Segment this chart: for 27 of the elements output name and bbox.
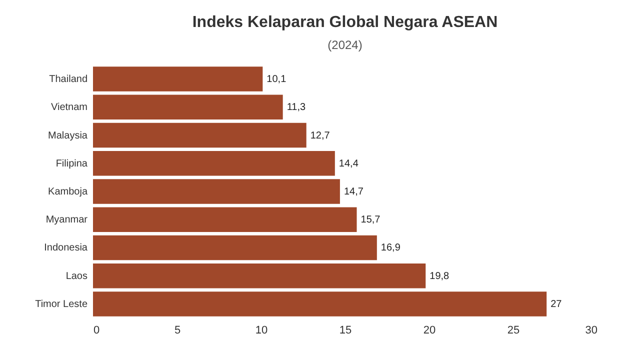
y-tick-label: Filipina [56,158,88,170]
data-label: 15,7 [360,214,381,226]
chart-title: Indeks Kelaparan Global Negara ASEAN [192,14,498,31]
x-tick-label: 15 [339,324,352,336]
data-label: 16,9 [380,242,401,254]
data-label: 11,3 [286,102,306,114]
data-label: 14,4 [338,158,359,170]
y-tick-label: Timor Leste [35,298,88,310]
data-label: 10,1 [266,74,287,86]
y-tick-label: Kamboja [48,186,88,198]
x-tick-label: 10 [255,324,268,336]
data-label: 27 [550,298,562,310]
data-label: 12,7 [310,130,330,142]
data-label: 14,7 [344,186,364,198]
y-tick-label: Myanmar [46,214,88,226]
y-tick-label: Thailand [49,74,88,86]
x-tick-label: 25 [507,324,520,336]
data-label: 19,8 [430,270,450,282]
y-tick-label: Malaysia [48,130,88,142]
y-tick-label: Vietnam [50,102,88,114]
y-tick-label: Laos [66,270,88,282]
x-tick-label: 20 [423,324,436,336]
x-tick-label: 5 [174,324,181,336]
x-tick-label: 0 [94,324,100,336]
x-tick-label: 30 [585,324,598,336]
y-tick-label: Indonesia [44,242,88,254]
chart-subtitle: (2024) [328,38,362,52]
